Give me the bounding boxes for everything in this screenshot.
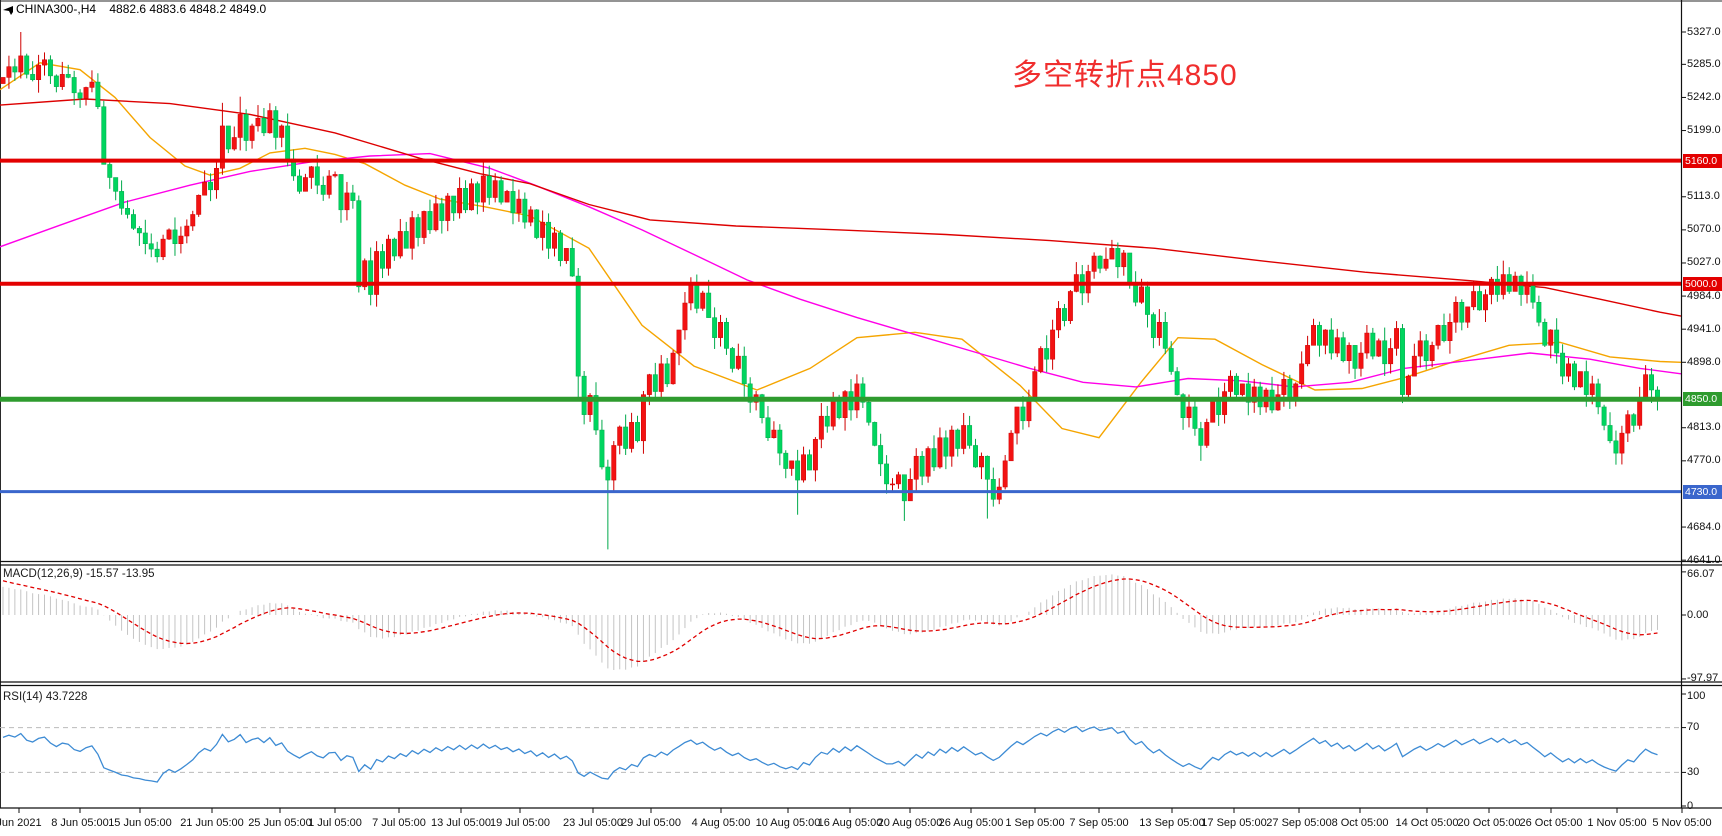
time-axis-label[interactable]: 20 Oct 05:00	[1457, 817, 1521, 829]
rsi-axis-label: 30	[1687, 765, 1700, 778]
time-axis-label[interactable]: 15 Jun 05:00	[108, 817, 172, 829]
rsi-axis-label: 70	[1687, 721, 1700, 734]
price-line-badge: 5160.0	[1683, 153, 1722, 168]
time-axis-label[interactable]: 7 Sep 05:00	[1069, 817, 1129, 829]
time-axis-label[interactable]: 1 Sep 05:00	[1005, 817, 1065, 829]
time-axis-label[interactable]: 4 Aug 05:00	[691, 817, 751, 829]
time-axis-label[interactable]: 25 Jun 05:00	[248, 817, 312, 829]
time-axis-label[interactable]: 13 Jul 05:00	[431, 817, 491, 829]
price-axis-label: 4898.0	[1687, 355, 1721, 368]
price-axis-label: 5285.0	[1687, 57, 1721, 70]
price-line-badge: 5000.0	[1683, 276, 1722, 291]
price-axis-label: 4684.0	[1687, 520, 1721, 533]
time-axis-label[interactable]: 1 Nov 05:00	[1587, 817, 1647, 829]
price-line-badge: 4850.0	[1683, 392, 1722, 407]
macd-indicator-label: MACD(12,26,9) -15.57 -13.95	[3, 568, 155, 580]
price-axis-label: 4941.0	[1687, 322, 1721, 335]
rsi-line	[2, 725, 1658, 783]
macd-histogram	[2, 574, 1658, 670]
chart-text-annotation[interactable]: 多空转折点4850	[1012, 59, 1238, 92]
price-axis-label: 4984.0	[1687, 289, 1721, 302]
price-axis-label: 5113.0	[1687, 190, 1720, 203]
time-axis-label[interactable]: 21 Jun 05:00	[180, 817, 244, 829]
time-axis-label[interactable]: 26 Oct 05:00	[1519, 817, 1583, 829]
price-axis-label: 4641.0	[1687, 553, 1721, 566]
price-axis-label: 5327.0	[1687, 25, 1721, 38]
time-axis-label[interactable]: 8 Oct 05:00	[1331, 817, 1389, 829]
ma-mid-line	[0, 152, 1682, 388]
symbol-info: CHINA300-,H4 4882.6 4883.6 4848.2 4849.0	[16, 2, 266, 16]
price-line-badge: 4730.0	[1683, 484, 1722, 499]
price-axis-label: 5199.0	[1687, 124, 1721, 137]
time-axis-label[interactable]: 13 Sep 05:00	[1139, 817, 1205, 829]
time-axis-label[interactable]: 23 Jul 05:00	[563, 817, 623, 829]
time-axis-label[interactable]: 5 Nov 05:00	[1652, 817, 1712, 829]
time-axis-label[interactable]: 26 Aug 05:00	[938, 817, 1004, 829]
symbol-timeframe-label: CHINA300-,H4	[16, 2, 97, 16]
rsi-axis-label: 0	[1687, 799, 1694, 812]
time-axis-label[interactable]: 16 Aug 05:00	[817, 817, 883, 829]
macd-axis-label: 66.07	[1687, 568, 1715, 580]
macd-axis-label: 0.00	[1687, 608, 1709, 621]
ohlc-values: 4882.6 4883.6 4848.2 4849.0	[109, 2, 267, 16]
price-axis-label: 5070.0	[1687, 223, 1721, 236]
ma-fast-line	[0, 62, 1682, 439]
time-axis-label[interactable]: 19 Jul 05:00	[490, 817, 550, 829]
candles	[0, 32, 1660, 550]
price-axis-label: 4770.0	[1687, 454, 1721, 467]
price-axis-label: 5027.0	[1687, 256, 1721, 269]
macd-axis-label: -97.97	[1687, 672, 1719, 685]
time-axis-label[interactable]: 10 Aug 05:00	[755, 817, 821, 829]
time-axis-label[interactable]: 29 Jul 05:00	[621, 817, 681, 829]
chart-cursor-icon	[3, 5, 14, 15]
macd-signal-line	[2, 578, 1658, 663]
rsi-indicator-label: RSI(14) 43.7228	[3, 691, 88, 703]
time-axis-label[interactable]: 17 Sep 05:00	[1201, 817, 1267, 829]
rsi-axis-label: 100	[1687, 690, 1706, 702]
time-axis-label[interactable]: 14 Oct 05:00	[1395, 817, 1459, 829]
time-axis-label[interactable]: Jun 2021	[0, 817, 42, 829]
time-axis-label[interactable]: 7 Jul 05:00	[372, 817, 426, 829]
time-axis-label[interactable]: 8 Jun 05:00	[51, 817, 109, 829]
time-axis-label[interactable]: 20 Aug 05:00	[877, 817, 943, 829]
price-axis-label: 5242.0	[1687, 90, 1721, 103]
time-axis-label[interactable]: 1 Jul 05:00	[308, 817, 362, 829]
time-axis-label[interactable]: 27 Sep 05:00	[1266, 817, 1332, 829]
price-axis-label: 4813.0	[1687, 421, 1721, 434]
